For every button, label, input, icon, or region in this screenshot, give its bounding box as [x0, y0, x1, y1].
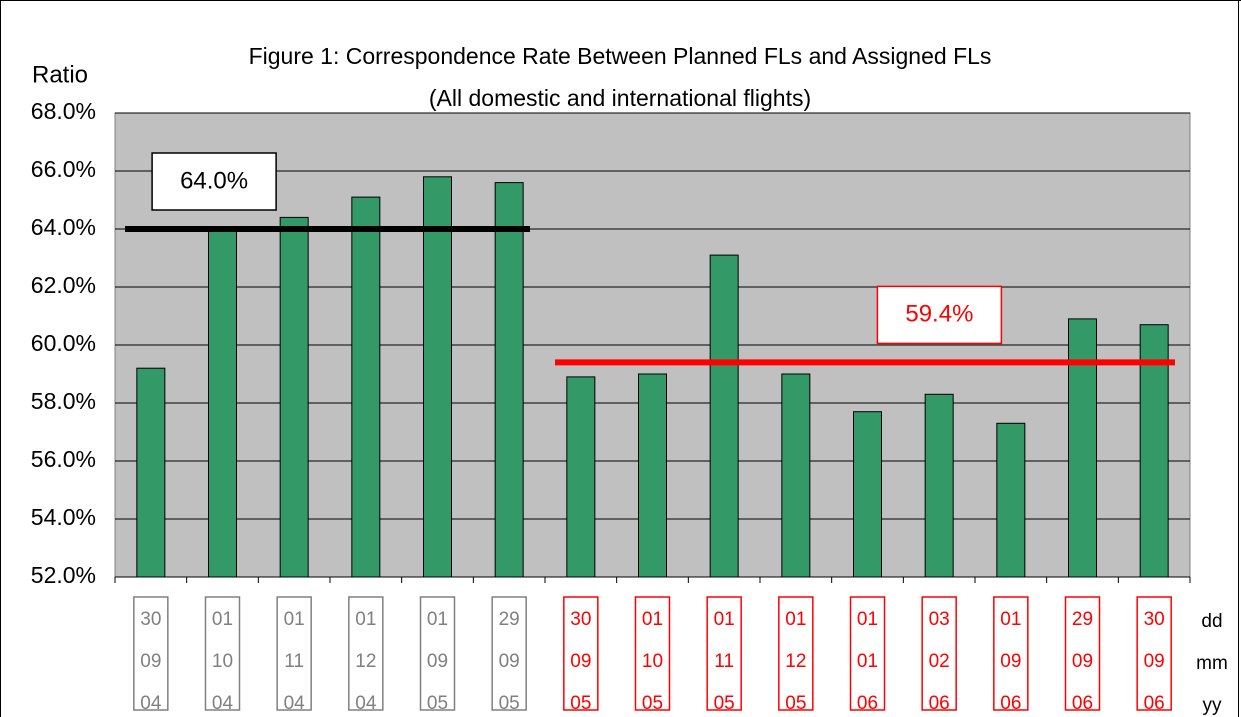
date-box — [133, 596, 169, 711]
x-tick-label: 12 — [355, 651, 376, 672]
average-label-box — [151, 152, 277, 211]
x-tick-label: 04 — [140, 693, 162, 714]
x-tick-label: 06 — [1000, 693, 1021, 714]
date-box — [563, 596, 599, 711]
bar — [1068, 318, 1097, 578]
x-tick-label: 05 — [642, 693, 663, 714]
bar — [781, 373, 811, 578]
date-box — [204, 596, 241, 711]
y-tick-label: 66.0% — [31, 156, 96, 182]
y-tick-label: 54.0% — [31, 504, 96, 530]
x-tick-label: 01 — [427, 609, 448, 630]
bar — [709, 254, 739, 578]
x-tick-label: 06 — [1072, 693, 1093, 714]
y-tick-label: 62.0% — [31, 272, 96, 298]
y-axis-title: Ratio — [32, 61, 88, 88]
bar — [924, 393, 954, 578]
x-tick-label: 05 — [570, 693, 591, 714]
date-box — [276, 596, 312, 711]
x-tick-label: 30 — [1144, 609, 1165, 630]
x-tick-label: 02 — [929, 651, 950, 672]
x-tick-label: 09 — [1144, 651, 1165, 672]
x-tick-label: 01 — [284, 609, 305, 630]
y-tick-label: 56.0% — [31, 446, 96, 472]
x-tick-label: 05 — [714, 693, 735, 714]
y-tick-label: 64.0% — [31, 214, 96, 240]
date-box — [706, 596, 742, 711]
bar — [1139, 324, 1169, 578]
row-label: dd — [1201, 611, 1222, 632]
bar — [279, 216, 309, 578]
x-tick-label: 01 — [857, 651, 878, 672]
x-tick-label: 29 — [1072, 609, 1093, 630]
x-tick-label: 06 — [857, 693, 878, 714]
bar — [351, 196, 381, 578]
date-box — [634, 596, 671, 711]
x-tick-label: 29 — [499, 609, 520, 630]
x-tick-label: 06 — [1144, 693, 1165, 714]
x-tick-label: 09 — [1072, 651, 1093, 672]
x-tick-label: 09 — [570, 651, 591, 672]
x-tick-label: 11 — [284, 651, 304, 672]
date-box — [491, 596, 527, 711]
x-tick-label: 11 — [714, 651, 734, 672]
row-label: yy — [1203, 695, 1223, 716]
bar — [853, 411, 882, 578]
x-tick-label: 01 — [714, 609, 735, 630]
bar — [423, 176, 452, 578]
row-label: mm — [1196, 653, 1228, 674]
x-tick-label: 06 — [929, 693, 950, 714]
x-tick-label: 05 — [499, 693, 520, 714]
x-tick-label: 01 — [785, 609, 806, 630]
x-tick-label: 01 — [642, 609, 663, 630]
x-tick-label: 04 — [212, 693, 234, 714]
date-box — [1136, 596, 1172, 711]
bar — [136, 367, 166, 578]
date-box — [778, 596, 814, 711]
x-tick-label: 10 — [642, 651, 663, 672]
y-tick-label: 68.0% — [31, 98, 96, 124]
x-tick-label: 01 — [212, 609, 233, 630]
x-tick-label: 30 — [140, 609, 161, 630]
average-label: 59.4% — [905, 301, 973, 328]
x-tick-label: 04 — [284, 693, 306, 714]
x-tick-label: 01 — [1000, 609, 1021, 630]
date-box — [921, 596, 957, 711]
average-label-box — [876, 285, 1003, 345]
x-tick-label: 09 — [140, 651, 161, 672]
average-label: 64.0% — [180, 167, 248, 194]
x-tick-label: 05 — [427, 693, 448, 714]
x-tick-label: 03 — [929, 609, 950, 630]
date-box — [849, 596, 886, 711]
y-tick-label: 58.0% — [31, 388, 96, 414]
chart-title: Figure 1: Correspondence Rate Between Pl… — [249, 43, 992, 69]
date-box — [993, 596, 1029, 711]
x-tick-label: 09 — [1000, 651, 1021, 672]
x-tick-label: 09 — [499, 651, 520, 672]
bar — [494, 182, 524, 578]
x-tick-label: 30 — [570, 609, 591, 630]
x-tick-label: 05 — [785, 693, 806, 714]
date-box — [419, 596, 456, 711]
x-tick-label: 04 — [355, 693, 377, 714]
date-box — [1064, 596, 1101, 711]
chart-subtitle: (All domestic and international flights) — [429, 85, 811, 111]
y-tick-label: 52.0% — [31, 562, 96, 588]
x-tick-label: 01 — [857, 609, 878, 630]
y-tick-label: 60.0% — [31, 330, 96, 356]
bar — [996, 422, 1026, 578]
x-tick-label: 09 — [427, 651, 448, 672]
bar — [208, 228, 237, 578]
bar — [566, 376, 596, 578]
x-tick-label: 10 — [212, 651, 233, 672]
x-tick-label: 01 — [355, 609, 376, 630]
bar — [638, 373, 667, 578]
date-box — [348, 596, 384, 711]
x-tick-label: 12 — [785, 651, 806, 672]
